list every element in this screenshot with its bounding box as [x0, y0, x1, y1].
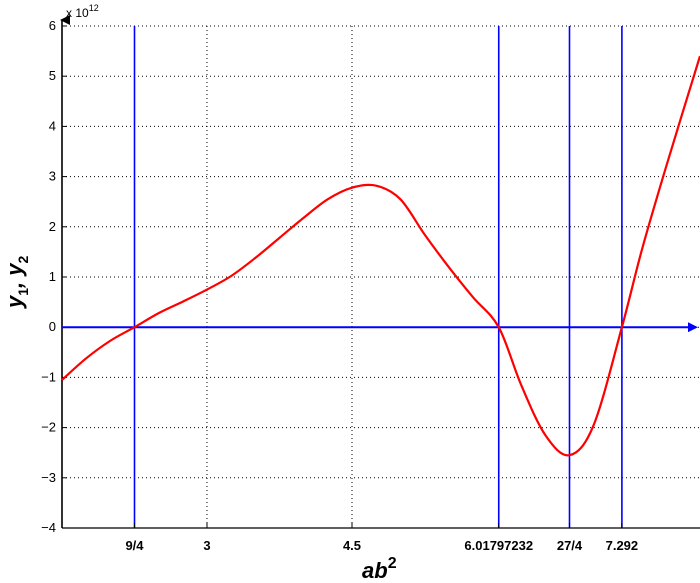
curve-layer — [61, 55, 700, 457]
y-tick-label: −3 — [41, 470, 56, 485]
y-tick-label: 5 — [49, 68, 56, 83]
axes — [60, 15, 700, 529]
y-tick-label: 3 — [49, 169, 56, 184]
y-axis-label: y1, y2 — [2, 255, 31, 309]
y-tick-label: 1 — [49, 269, 56, 284]
x-tick-label: 9/4 — [125, 538, 144, 553]
y-tick-label: 0 — [49, 319, 56, 334]
y-tick-label: 2 — [49, 219, 56, 234]
vertical-marker-lines — [133, 26, 623, 528]
x-tick-label: 3 — [203, 538, 210, 553]
y-tick-label: 6 — [49, 18, 56, 33]
y-tick-label: −4 — [41, 520, 56, 535]
series-curve — [61, 55, 700, 457]
y-tick-label: 4 — [49, 118, 56, 133]
x-tick-label: 7.292 — [606, 538, 639, 553]
x-axis-label-power: 2 — [388, 555, 397, 572]
y-tick-label: −1 — [41, 369, 56, 384]
x-tick-label: 4.5 — [343, 538, 361, 553]
x-axis-label: ab2 — [362, 555, 397, 583]
exponent-power: 12 — [89, 3, 99, 13]
x-tick-label: 27/4 — [557, 538, 583, 553]
x-tick-label: 6.01797232 — [464, 538, 533, 553]
exponent-label: x 1012 — [66, 3, 99, 20]
grid-lines — [62, 25, 700, 529]
tick-labels: −4 −3 −2 −1 0 1 2 3 4 5 6 9/4 3 4.5 6.01797232 27/4 7.29… — [41, 18, 638, 553]
y-tick-label: −2 — [41, 420, 56, 435]
